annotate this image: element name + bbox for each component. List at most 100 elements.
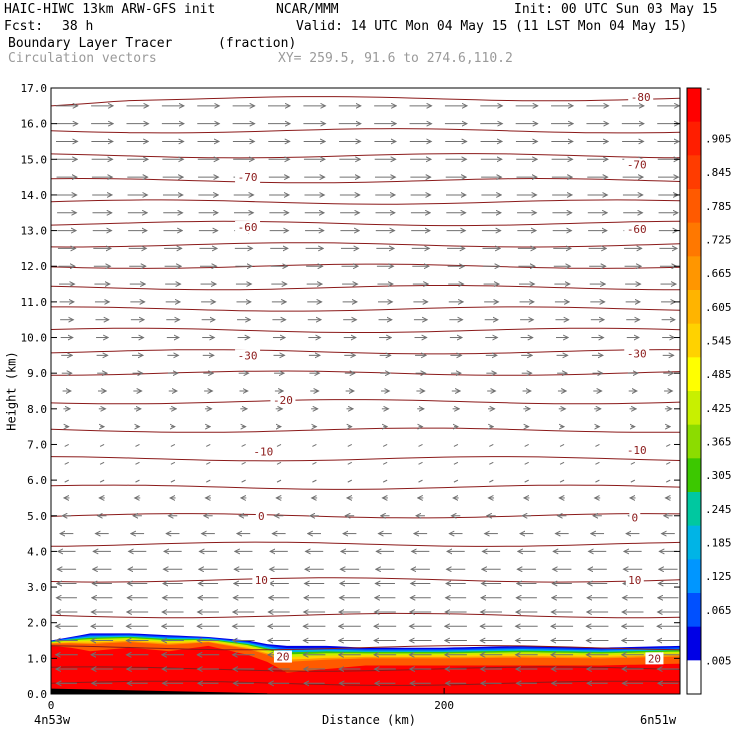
colorbar-label: .305 (705, 469, 732, 482)
x-tick-label: 0 (48, 699, 55, 712)
colorbar-label: .605 (705, 301, 732, 314)
vector (135, 444, 140, 447)
contour-line (51, 577, 680, 583)
x-axis-label: Distance (km) (322, 713, 416, 727)
vector (382, 479, 388, 483)
contour-label: -80 (631, 91, 651, 104)
terrain (51, 688, 268, 694)
x-right-location: 6n51w (640, 713, 677, 727)
vector (170, 461, 176, 465)
contour-label: 10 (255, 574, 268, 587)
contour-label-bg (255, 509, 267, 522)
fcst-label: Fcst: (4, 19, 44, 34)
vector (206, 461, 211, 465)
y-tick-label: 9.0 (27, 367, 47, 380)
contour-label: 20 (648, 652, 661, 665)
vector (665, 479, 671, 483)
vector (347, 479, 352, 483)
colorbar-swatch (687, 391, 701, 426)
vector (630, 461, 636, 465)
contour-labels: -80 -70 -70 -60 -60 -30 -30 -20 -10 -10 0 0 10 10 20 20 (235, 90, 664, 665)
vector-name: Circulation vectors (8, 51, 157, 66)
colorbar-label: .005 (705, 654, 732, 667)
contour-label: -70 (627, 159, 647, 172)
y-tick-label: 16.0 (21, 118, 48, 131)
vector (489, 479, 494, 483)
vector (347, 444, 352, 447)
contour-label-bg (624, 443, 650, 456)
contour-label: -30 (238, 349, 258, 362)
contour-label-bg (235, 221, 261, 234)
y-tick-label: 6.0 (27, 474, 47, 487)
valid-time: Valid: 14 UTC Mon 04 May 15 (11 LST Mon … (296, 19, 688, 34)
init-time: Init: 00 UTC Sun 03 May 15 (514, 2, 718, 17)
vector (595, 444, 600, 447)
colorbar-swatch (687, 593, 701, 628)
contour-line (51, 612, 680, 619)
colorbar-swatch (687, 458, 701, 493)
vector (99, 461, 105, 465)
vector (665, 461, 671, 465)
contour-label: -60 (627, 223, 647, 236)
vector (559, 444, 565, 447)
contour-line (51, 680, 680, 686)
y-tick-label: 17.0 (21, 82, 48, 95)
contour-line (51, 306, 680, 312)
contour-label-bg (625, 573, 644, 586)
contour-label: -30 (627, 348, 647, 361)
colorbar-label: .725 (705, 234, 732, 247)
colorbar-swatch (687, 222, 701, 257)
contour-label-bg (624, 347, 650, 360)
vector (595, 461, 600, 465)
vector (64, 461, 69, 465)
colorbar-swatch (687, 424, 701, 459)
colorbar-label: .665 (705, 267, 732, 280)
vector (559, 461, 565, 465)
vector (453, 444, 459, 447)
vector (64, 479, 69, 483)
vector (630, 479, 636, 483)
colorbar-label: .845 (705, 166, 732, 179)
colorbar-label: .125 (705, 570, 732, 583)
y-tick-label: 2.0 (27, 617, 47, 630)
xy-range: XY= 259.5, 91.6 to 274.6,110.2 (278, 51, 513, 66)
vector (312, 461, 317, 465)
vector (524, 461, 529, 465)
contour-line (51, 541, 680, 547)
contour-line (51, 242, 680, 248)
vector (418, 479, 423, 483)
colorbar-label: .785 (705, 200, 732, 213)
colorbar-label: .185 (705, 537, 732, 550)
colorbar-swatch (687, 88, 701, 123)
colorbar-label: .365 (705, 436, 732, 449)
colorbar-swatch (687, 357, 701, 392)
contour-label: -20 (273, 394, 293, 407)
field-name: Boundary Layer Tracer (8, 36, 173, 51)
contour-line (51, 128, 680, 134)
colorbar-label: .245 (705, 503, 732, 516)
contour-line (51, 513, 680, 519)
contour-line (51, 263, 680, 269)
vector (135, 479, 140, 483)
vector (559, 479, 565, 483)
vector (64, 444, 69, 447)
vector (312, 479, 317, 483)
contour-label: -60 (238, 221, 258, 234)
vector (135, 461, 140, 465)
vector (418, 461, 423, 465)
temperature-contours (51, 96, 680, 686)
vector (382, 444, 388, 447)
contour-line (51, 199, 680, 205)
contour-label: 0 (631, 512, 638, 525)
vector (418, 444, 423, 447)
colorbar-swatch (687, 492, 701, 527)
colorbar-label: .485 (705, 368, 732, 381)
y-tick-label: 5.0 (27, 510, 47, 523)
colorbar-swatch (687, 256, 701, 291)
model-title: HAIC-HIWC 13km ARW-GFS init (4, 2, 216, 17)
y-tick-label: 8.0 (27, 403, 47, 416)
axes: 0.0 1.0 2.0 3.0 4.0 5.0 6.0 7.0 8.0 9.0 10.0 11.0 12… (21, 82, 680, 712)
y-tick-label: 7.0 (27, 438, 47, 451)
vector (99, 479, 105, 483)
colorbar-swatch (687, 290, 701, 325)
